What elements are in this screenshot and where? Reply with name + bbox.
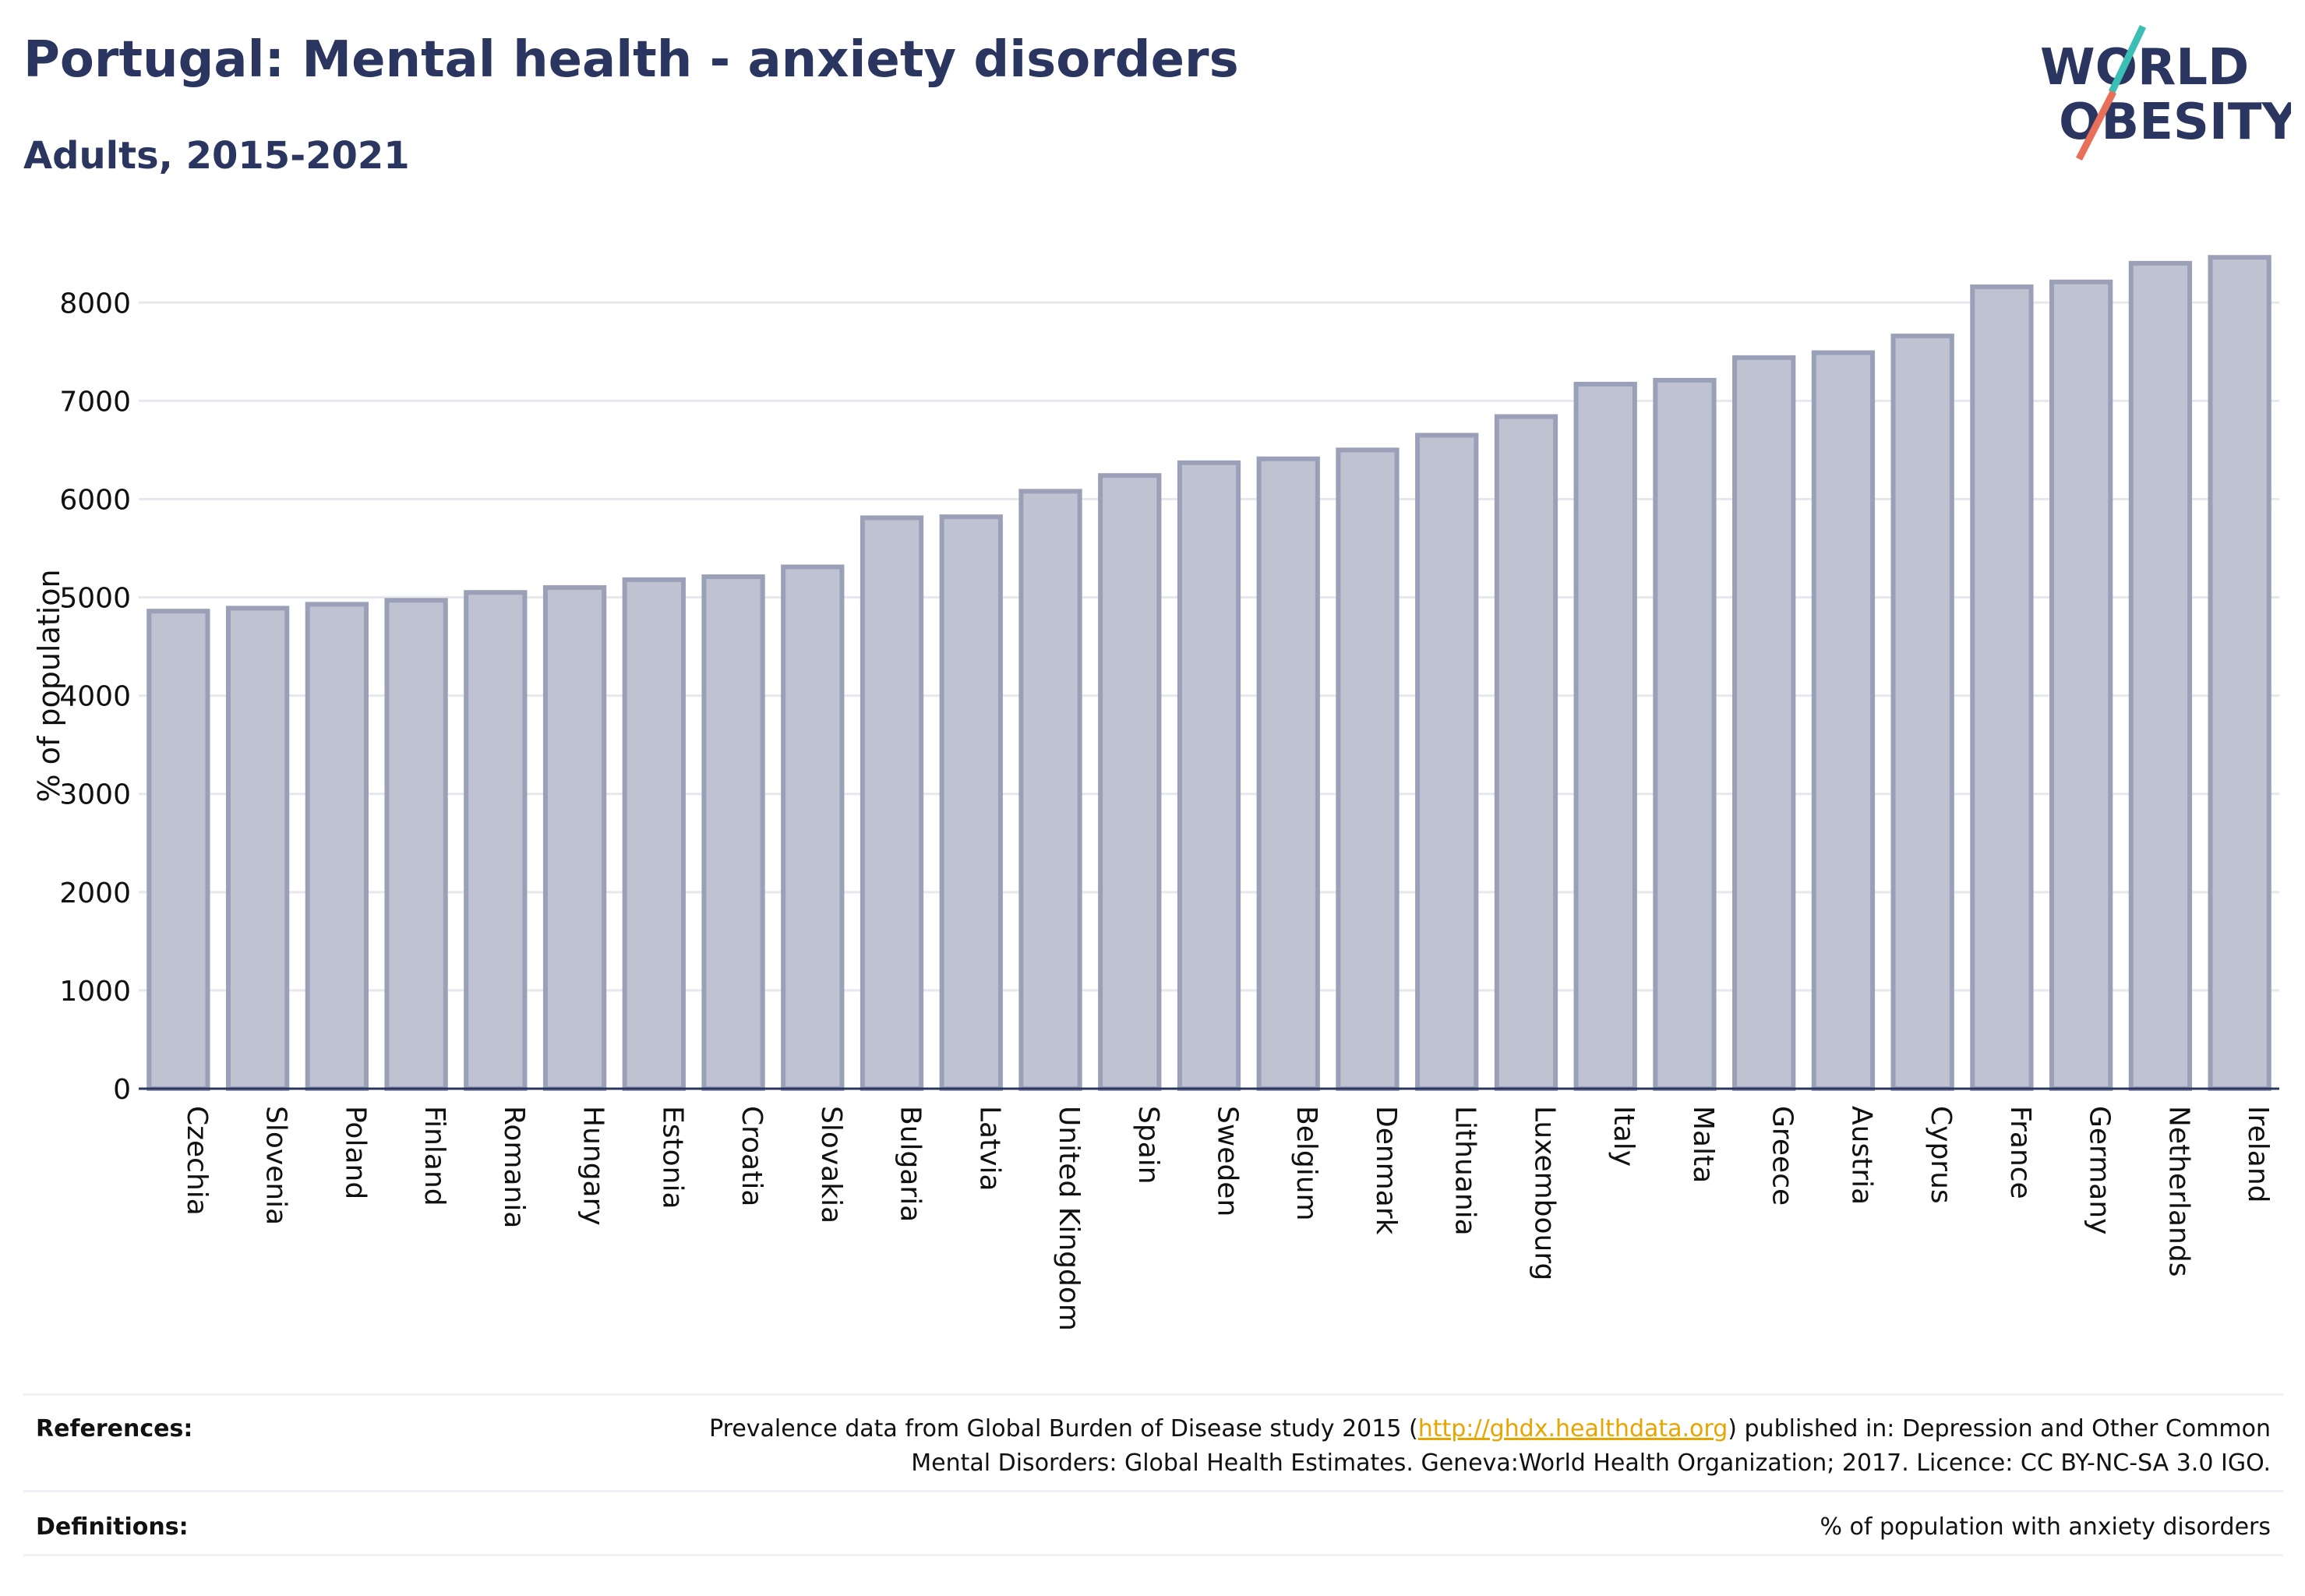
y-axis-label: % of population <box>32 569 66 802</box>
references-text-post: ) published in: Depression and Other Com… <box>1728 1415 2271 1442</box>
y-tick-label: 7000 <box>59 386 131 418</box>
x-tick-label: Cyprus <box>1925 1106 1957 1204</box>
bar-malta <box>1653 377 1717 1091</box>
bar-luxembourg <box>1494 414 1558 1091</box>
y-tick-labels: 0 1000 2000 3000 4000 5000 6000 7000 8000 <box>59 288 131 1106</box>
bar-lithuania <box>1415 433 1479 1091</box>
bar-finland <box>384 598 448 1091</box>
y-tick-label: 4000 <box>59 681 131 713</box>
x-tick-label: Slovenia <box>260 1106 292 1225</box>
x-tick-label: Bulgaria <box>895 1106 927 1222</box>
x-tick-label: Italy <box>1608 1106 1640 1167</box>
x-tick-label: Poland <box>339 1106 371 1199</box>
y-tick-label: 8000 <box>59 288 131 320</box>
x-tick-label: Slovakia <box>815 1106 847 1223</box>
x-tick-label: Austria <box>1845 1106 1877 1205</box>
bar-croatia <box>701 574 765 1091</box>
bar-united-kingdom <box>1018 489 1082 1091</box>
x-tick-label: Sweden <box>1212 1106 1244 1216</box>
bar-hungary <box>542 584 607 1091</box>
bar-poland <box>305 602 369 1091</box>
x-tick-labels: Czechia Slovenia Poland Finland Romania Hunga… <box>181 1106 2274 1331</box>
x-tick-label: Denmark <box>1370 1106 1402 1235</box>
bar-estonia <box>622 577 686 1091</box>
definitions-text: % of population with anxiety disorders <box>1820 1513 2271 1541</box>
bar-cyprus <box>1890 334 1954 1091</box>
y-tick-label: 3000 <box>59 779 131 811</box>
bar-belgium <box>1256 456 1320 1091</box>
references-link[interactable]: http://ghdx.healthdata.org <box>1417 1415 1728 1442</box>
bar-france <box>1970 284 2034 1092</box>
chart-subtitle: Adults, 2015-2021 <box>23 134 410 178</box>
x-tick-label: France <box>2004 1106 2036 1199</box>
bar-slovenia <box>225 606 290 1091</box>
bar-denmark <box>1336 447 1400 1091</box>
bar-sweden <box>1177 460 1241 1091</box>
x-tick-label: Luxembourg <box>1528 1106 1560 1280</box>
bar-bulgaria <box>860 515 924 1091</box>
references-text-pre: Prevalence data from Global Burden of Di… <box>709 1415 1418 1442</box>
bars <box>146 255 2271 1092</box>
x-tick-label: Latvia <box>973 1106 1005 1192</box>
x-tick-label: Romania <box>498 1106 530 1228</box>
logo-slash-bottom <box>2075 90 2117 161</box>
bar-austria <box>1811 350 1876 1091</box>
x-tick-label: Germany <box>2084 1106 2116 1234</box>
y-tick-label: 0 <box>113 1074 131 1106</box>
x-tick-label: Hungary <box>577 1106 609 1226</box>
x-tick-label: Spain <box>1132 1106 1164 1185</box>
bar-netherlands <box>2128 260 2193 1091</box>
y-tick-label: 5000 <box>59 583 131 615</box>
definitions-label: Definitions: <box>36 1513 189 1541</box>
y-tick-label: 2000 <box>59 877 131 909</box>
x-tick-label: Belgium <box>1290 1106 1322 1221</box>
bar-romania <box>464 590 528 1091</box>
x-tick-label: Estonia <box>656 1106 688 1209</box>
x-tick-label: Lithuania <box>1449 1106 1481 1236</box>
x-tick-label: Greece <box>1767 1106 1798 1206</box>
y-tick-label: 1000 <box>59 976 131 1008</box>
bar-spain <box>1098 473 1162 1091</box>
x-tick-label: Ireland <box>2242 1106 2274 1203</box>
bar-germany <box>2049 279 2113 1092</box>
bar-chart: 0 1000 2000 3000 4000 5000 6000 7000 8000 Czechi… <box>32 255 2279 1331</box>
references-line2: Mental Disorders: Global Health Estimate… <box>911 1449 2271 1477</box>
x-tick-label: Netherlands <box>2162 1106 2194 1276</box>
x-tick-label: Croatia <box>736 1106 768 1206</box>
references-label: References: <box>36 1415 193 1442</box>
chart-title: Portugal: Mental health - anxiety disord… <box>23 31 1239 89</box>
y-tick-label: 6000 <box>59 484 131 516</box>
footer-divider-middle <box>23 1490 2283 1492</box>
bar-latvia <box>939 514 1003 1091</box>
logo-slash-top <box>2108 25 2147 94</box>
footer-divider-top <box>23 1393 2283 1396</box>
x-tick-label: United Kingdom <box>1053 1106 1085 1331</box>
bar-greece <box>1732 355 1796 1091</box>
bar-czechia <box>146 609 210 1091</box>
x-tick-label: Malta <box>1687 1106 1719 1183</box>
bar-ireland <box>2208 255 2271 1091</box>
logo-line1: WORLD <box>2040 39 2249 97</box>
bar-slovakia <box>781 564 845 1091</box>
bar-italy <box>1573 381 1637 1091</box>
references-line1: Prevalence data from Global Burden of Di… <box>709 1415 2271 1442</box>
x-tick-label: Czechia <box>181 1106 213 1216</box>
footer-divider-bottom <box>23 1554 2283 1556</box>
x-tick-label: Finland <box>418 1106 450 1206</box>
world-obesity-logo: WORLD OBESITY <box>2040 25 2291 161</box>
